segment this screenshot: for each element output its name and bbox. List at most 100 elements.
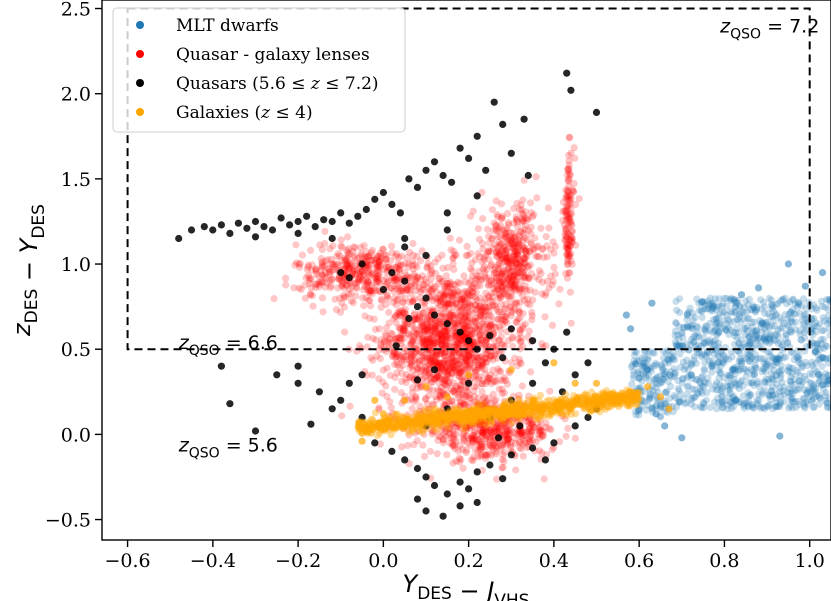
data-point — [366, 287, 374, 295]
data-point — [465, 279, 473, 287]
data-point — [630, 371, 638, 379]
data-point — [709, 338, 718, 346]
data-point — [398, 443, 406, 451]
data-point — [385, 341, 393, 349]
data-point — [703, 305, 711, 313]
data-point — [648, 299, 656, 307]
data-point — [494, 336, 503, 344]
data-point — [418, 366, 426, 374]
data-point — [748, 336, 756, 344]
data-point — [735, 339, 743, 347]
data-point — [462, 386, 470, 394]
data-point — [463, 294, 471, 302]
data-point — [462, 357, 470, 365]
data-point — [761, 386, 769, 394]
data-point — [478, 336, 486, 345]
data-point — [475, 364, 483, 372]
data-point — [419, 309, 427, 317]
data-point — [446, 310, 454, 318]
data-point — [373, 264, 381, 272]
data-point — [711, 336, 720, 344]
data-point — [450, 280, 458, 289]
data-point — [397, 312, 405, 320]
data-point — [784, 338, 792, 346]
data-point — [448, 354, 456, 362]
data-point — [321, 268, 329, 276]
data-point — [698, 297, 707, 305]
data-point — [496, 308, 504, 316]
data-point — [745, 351, 753, 359]
data-point — [731, 396, 739, 405]
data-point — [428, 338, 436, 347]
data-point — [439, 417, 447, 425]
data-point — [682, 362, 690, 370]
data-point — [663, 356, 671, 364]
data-point — [433, 351, 441, 360]
data-point — [388, 242, 396, 250]
data-point — [371, 396, 379, 404]
data-point — [800, 402, 808, 410]
data-point — [445, 300, 453, 308]
data-point — [717, 349, 725, 357]
data-point — [675, 308, 684, 317]
data-point — [449, 311, 457, 319]
data-point — [391, 385, 399, 393]
data-point — [209, 226, 217, 234]
data-point — [826, 316, 831, 324]
data-point — [464, 388, 472, 396]
data-point — [443, 451, 451, 459]
data-point — [617, 400, 626, 408]
data-point — [409, 338, 417, 346]
data-point — [460, 391, 468, 399]
data-point — [322, 274, 330, 282]
data-point — [407, 332, 415, 340]
data-point — [751, 334, 760, 342]
data-point — [488, 260, 496, 268]
data-point — [516, 400, 524, 408]
data-point — [487, 399, 495, 407]
data-point — [763, 402, 771, 410]
data-point — [812, 347, 820, 355]
data-point — [433, 396, 441, 404]
data-point — [525, 274, 533, 282]
data-point — [416, 310, 424, 318]
data-point — [671, 327, 680, 335]
data-point — [433, 450, 441, 458]
data-point — [673, 342, 681, 350]
data-point — [697, 299, 706, 307]
data-point — [432, 325, 440, 333]
data-point — [725, 330, 733, 338]
data-point — [712, 326, 720, 334]
data-point — [428, 328, 436, 336]
data-point — [633, 392, 641, 400]
data-point — [439, 359, 447, 367]
data-point — [803, 387, 811, 395]
data-point — [450, 247, 458, 255]
data-point — [359, 271, 367, 279]
data-point — [457, 312, 465, 320]
data-point — [460, 322, 469, 330]
data-point — [375, 346, 383, 354]
data-point — [809, 331, 817, 339]
data-point — [736, 398, 744, 406]
data-point — [457, 317, 465, 326]
data-point — [474, 354, 483, 362]
data-point — [683, 356, 691, 364]
data-point — [745, 379, 753, 387]
data-point — [469, 316, 477, 324]
data-point — [444, 329, 452, 338]
data-point — [772, 371, 780, 379]
data-point — [808, 397, 816, 405]
data-point — [683, 310, 691, 318]
data-point — [801, 404, 809, 412]
data-point — [745, 333, 753, 341]
data-point — [814, 350, 822, 358]
data-point — [379, 276, 387, 285]
data-point — [637, 402, 645, 410]
data-point — [584, 359, 592, 367]
data-point — [512, 213, 520, 221]
data-point — [489, 356, 497, 364]
data-point — [317, 255, 325, 263]
data-point — [377, 423, 385, 431]
data-point — [345, 264, 353, 272]
